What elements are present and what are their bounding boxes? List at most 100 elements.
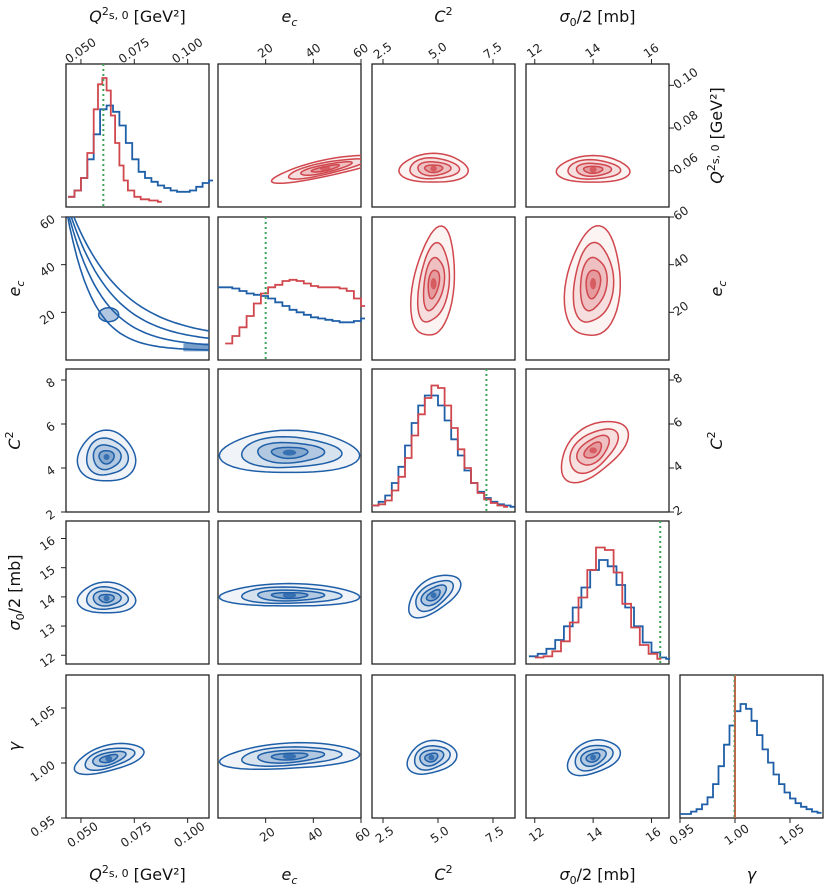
tick-label-left-g: 1.05 <box>28 703 58 730</box>
contours-red-q-e <box>270 154 361 185</box>
contours-blue-s-q <box>76 581 137 614</box>
tick-label-bottom-s: 14 <box>585 825 606 845</box>
panel-e-s <box>525 216 670 361</box>
tick-label-left-s: 14 <box>37 592 58 612</box>
contour-island <box>97 306 120 323</box>
contours-blue-c-q <box>76 429 137 482</box>
contour-band-3 <box>70 217 209 340</box>
contour-peak <box>282 753 297 760</box>
tick-label-right-q: 0.10 <box>671 65 701 92</box>
tick-label-left-s: 15 <box>37 563 58 583</box>
contour-peak <box>103 454 110 460</box>
panel-c-e <box>217 368 362 513</box>
contour-peak <box>105 755 113 762</box>
tick-label-bottom-s: 12 <box>526 825 547 845</box>
contours-blue-g-e <box>218 741 361 771</box>
ylabel-left-c: C2 <box>3 431 24 449</box>
tick-label-top-c: 2.5 <box>371 40 395 62</box>
tick-label-right-c: 2 <box>671 503 685 519</box>
panel-c-c <box>371 368 516 513</box>
contour-peak <box>430 165 437 172</box>
tick-label-bottom-c: 7.5 <box>483 824 507 846</box>
tick-label-left-c: 2 <box>43 507 57 523</box>
panel-e-q <box>65 216 210 361</box>
tick-label-right-c: 8 <box>671 371 685 387</box>
hist-red-q <box>68 77 162 203</box>
hist-blue-e <box>218 286 365 324</box>
contours-blue-e-q <box>66 217 209 352</box>
tick-label-left-s: 16 <box>37 533 58 553</box>
tick-label-top-e: 20 <box>255 41 276 61</box>
tick-label-bottom-g: 1.00 <box>722 821 752 848</box>
contour-peak <box>589 447 597 454</box>
tick-label-bottom-q: 0.100 <box>171 819 207 850</box>
tick-label-left-e: 40 <box>37 260 58 280</box>
panel-c-q <box>65 368 210 513</box>
contours-red-e-s <box>563 224 622 336</box>
xlabel-bottom-c: C2 <box>434 863 452 884</box>
tick-label-right-q: 0.06 <box>671 150 701 177</box>
panel-c-s <box>525 368 670 513</box>
tick-label-left-g: 0.95 <box>28 813 58 840</box>
xlabel-top-e: ec <box>282 7 298 29</box>
tick-label-top-s: 16 <box>641 41 662 61</box>
hist-blue-g <box>680 703 822 815</box>
ylabel-right-e: ec <box>707 281 729 297</box>
tick-label-bottom-e: 20 <box>257 825 278 845</box>
contour-peak <box>430 592 437 599</box>
contours-red-c-s <box>560 420 630 484</box>
hist-blue-s <box>528 559 671 660</box>
xlabel-top-s: σ0/2 [mb] <box>559 7 635 29</box>
contours-blue-g-s <box>566 739 622 777</box>
tick-label-left-g: 1.00 <box>28 758 58 785</box>
panel-s-c <box>371 520 516 665</box>
contour-edge-mode <box>183 343 209 352</box>
contours-blue-c-e <box>218 429 361 474</box>
tick-label-left-s: 12 <box>37 650 58 670</box>
ylabel-left-s: σ0/2 [mb] <box>5 554 27 630</box>
xlabel-bottom-s: σ0/2 [mb] <box>559 865 635 887</box>
contour-peak <box>282 592 297 599</box>
contour-peak <box>282 449 297 456</box>
xlabel-bottom-e: ec <box>282 865 298 887</box>
tick-label-bottom-e: 40 <box>305 825 326 845</box>
tick-label-bottom-c: 5.0 <box>428 824 452 846</box>
panels-layer <box>61 59 824 823</box>
panel-q-c <box>371 63 516 208</box>
tick-label-bottom-q: 0.050 <box>65 819 101 850</box>
contour-peak <box>428 754 435 761</box>
panel-q-q <box>65 63 210 208</box>
tick-label-top-e: 60 <box>350 41 371 61</box>
ylabel-left-g: γ <box>5 740 24 751</box>
tick-label-right-e: 40 <box>671 251 692 271</box>
tick-label-bottom-g: 1.05 <box>777 821 807 848</box>
contours-blue-s-e <box>218 582 361 607</box>
hist-red-c <box>372 384 508 508</box>
tick-label-left-e: 60 <box>37 212 58 232</box>
panel-g-g <box>679 674 824 819</box>
tick-label-top-c: 7.5 <box>481 40 505 62</box>
xlabel-bottom-q: Q2s, 0 [GeV²] <box>89 863 186 884</box>
panel-e-e <box>217 216 362 361</box>
ylabel-right-c: C2 <box>705 431 726 449</box>
tick-label-bottom-q: 0.075 <box>118 819 154 850</box>
tick-label-right-c: 4 <box>671 459 685 475</box>
tick-label-bottom-e: 60 <box>352 825 373 845</box>
xlabel-top-q: Q2s, 0 [GeV²] <box>89 5 186 26</box>
contours-red-e-c <box>409 225 456 336</box>
xlabel-bottom-g: γ <box>747 865 758 884</box>
tick-label-top-c: 5.0 <box>426 40 450 62</box>
tick-label-right-e: 60 <box>671 203 692 223</box>
tick-label-left-s: 13 <box>37 621 58 641</box>
hist-red-e <box>225 278 365 345</box>
contour-band-2 <box>68 217 209 346</box>
tick-label-bottom-s: 16 <box>643 825 664 845</box>
tick-label-top-s: 12 <box>524 41 545 61</box>
contour-band-4 <box>73 217 209 332</box>
contours-blue-s-c <box>408 574 462 619</box>
panel-q-e <box>217 63 362 208</box>
tick-label-top-e: 40 <box>303 41 324 61</box>
xlabel-top-c: C2 <box>434 5 452 26</box>
tick-label-bottom-g: 0.95 <box>667 821 697 848</box>
tick-label-left-e: 20 <box>37 307 58 327</box>
